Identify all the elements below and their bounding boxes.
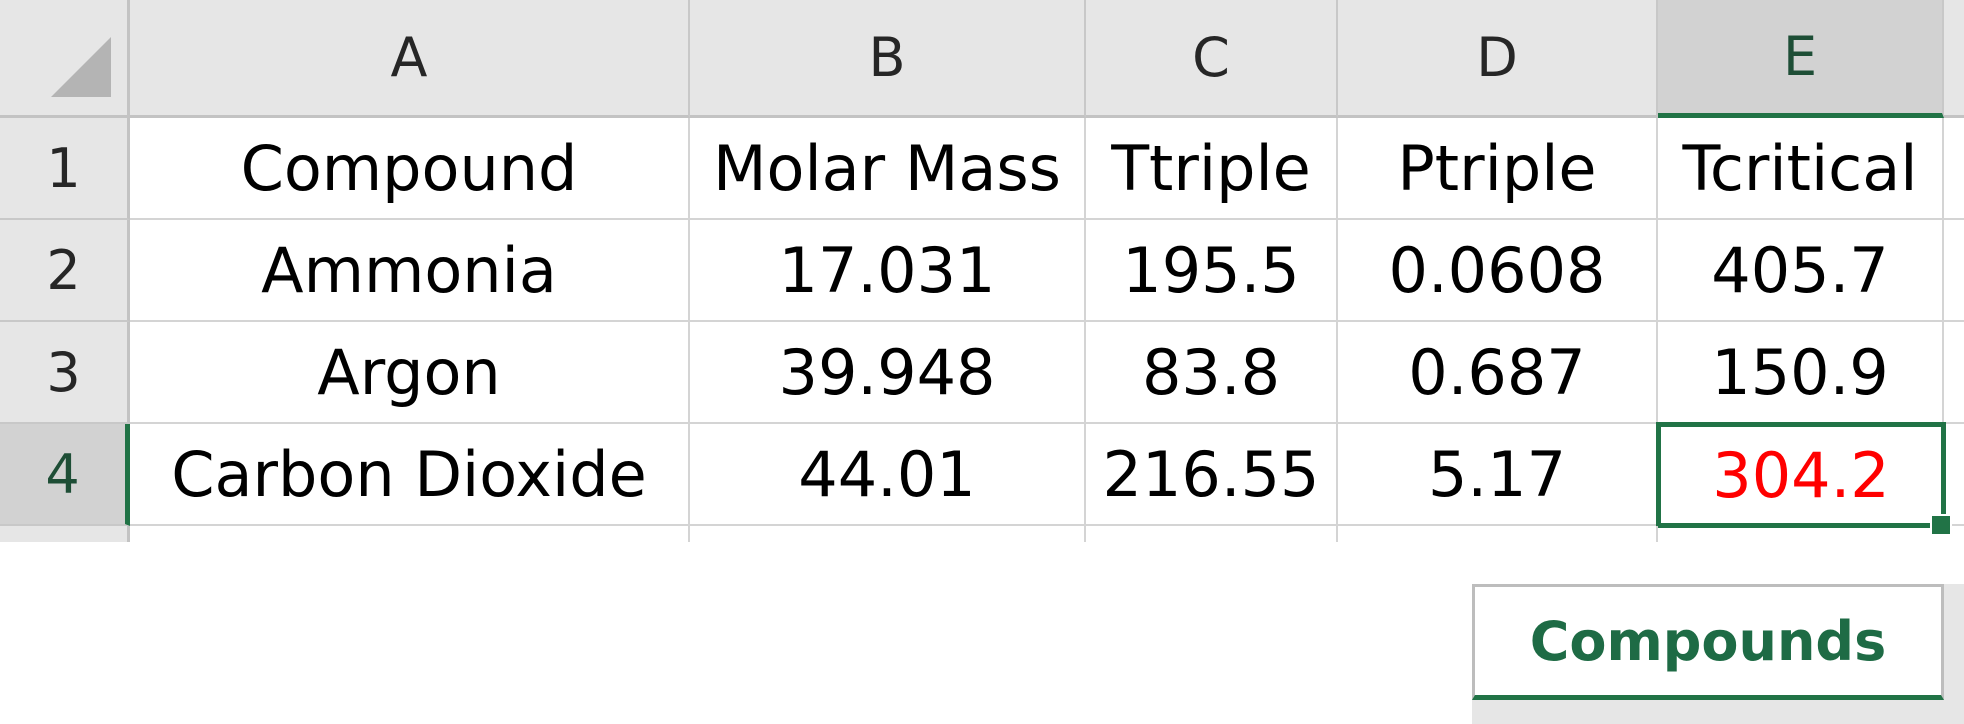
cell-b5[interactable] xyxy=(690,526,1086,542)
column-header-d[interactable]: D xyxy=(1338,0,1658,118)
cell-b2[interactable]: 17.031 xyxy=(690,220,1086,322)
cell-b4[interactable]: 44.01 xyxy=(690,424,1086,526)
cell-a4[interactable]: Carbon Dioxide xyxy=(130,424,690,526)
column-header-c[interactable]: C xyxy=(1086,0,1338,118)
select-all-icon xyxy=(51,37,111,97)
tab-bar-edge xyxy=(1944,584,1964,724)
cell-a5[interactable] xyxy=(130,526,690,542)
cell-f4[interactable] xyxy=(1946,424,1964,526)
cell-e2[interactable]: 405.7 xyxy=(1658,220,1944,322)
sheet-tab-compounds[interactable]: Compounds xyxy=(1472,584,1944,700)
cell-d4[interactable]: 5.17 xyxy=(1338,424,1658,526)
column-header-a[interactable]: A xyxy=(130,0,690,118)
cell-b3[interactable]: 39.948 xyxy=(690,322,1086,424)
cell-c3[interactable]: 83.8 xyxy=(1086,322,1338,424)
cell-c2[interactable]: 195.5 xyxy=(1086,220,1338,322)
column-header-e[interactable]: E xyxy=(1658,0,1944,118)
tab-underlay xyxy=(1472,700,1944,724)
cell-f1[interactable] xyxy=(1944,118,1964,220)
cell-c4[interactable]: 216.55 xyxy=(1086,424,1338,526)
cell-d3[interactable]: 0.687 xyxy=(1338,322,1658,424)
cell-f2[interactable] xyxy=(1944,220,1964,322)
cell-e5[interactable] xyxy=(1658,526,1930,542)
cell-a2[interactable]: Ammonia xyxy=(130,220,690,322)
row-header-5[interactable] xyxy=(0,526,130,542)
cell-e1[interactable]: Tcritical xyxy=(1658,118,1944,220)
cell-a3[interactable]: Argon xyxy=(130,322,690,424)
cell-d2[interactable]: 0.0608 xyxy=(1338,220,1658,322)
column-header-b[interactable]: B xyxy=(690,0,1086,118)
row-header-2[interactable]: 2 xyxy=(0,220,130,322)
row-header-3[interactable]: 3 xyxy=(0,322,130,424)
cell-b1[interactable]: Molar Mass xyxy=(690,118,1086,220)
cell-d1[interactable]: Ptriple xyxy=(1338,118,1658,220)
cell-c5[interactable] xyxy=(1086,526,1338,542)
fill-handle[interactable] xyxy=(1930,514,1952,536)
cell-a1[interactable]: Compound xyxy=(130,118,690,220)
cell-e3[interactable]: 150.9 xyxy=(1658,322,1944,424)
cell-c1[interactable]: Ttriple xyxy=(1086,118,1338,220)
select-all-corner[interactable] xyxy=(0,0,130,118)
row-header-4[interactable]: 4 xyxy=(0,424,130,526)
cell-f3[interactable] xyxy=(1944,322,1964,424)
column-header-f[interactable] xyxy=(1944,0,1964,118)
row-header-1[interactable]: 1 xyxy=(0,118,130,220)
cell-d5[interactable] xyxy=(1338,526,1658,542)
cell-e4-active[interactable]: 304.2 xyxy=(1656,422,1946,528)
